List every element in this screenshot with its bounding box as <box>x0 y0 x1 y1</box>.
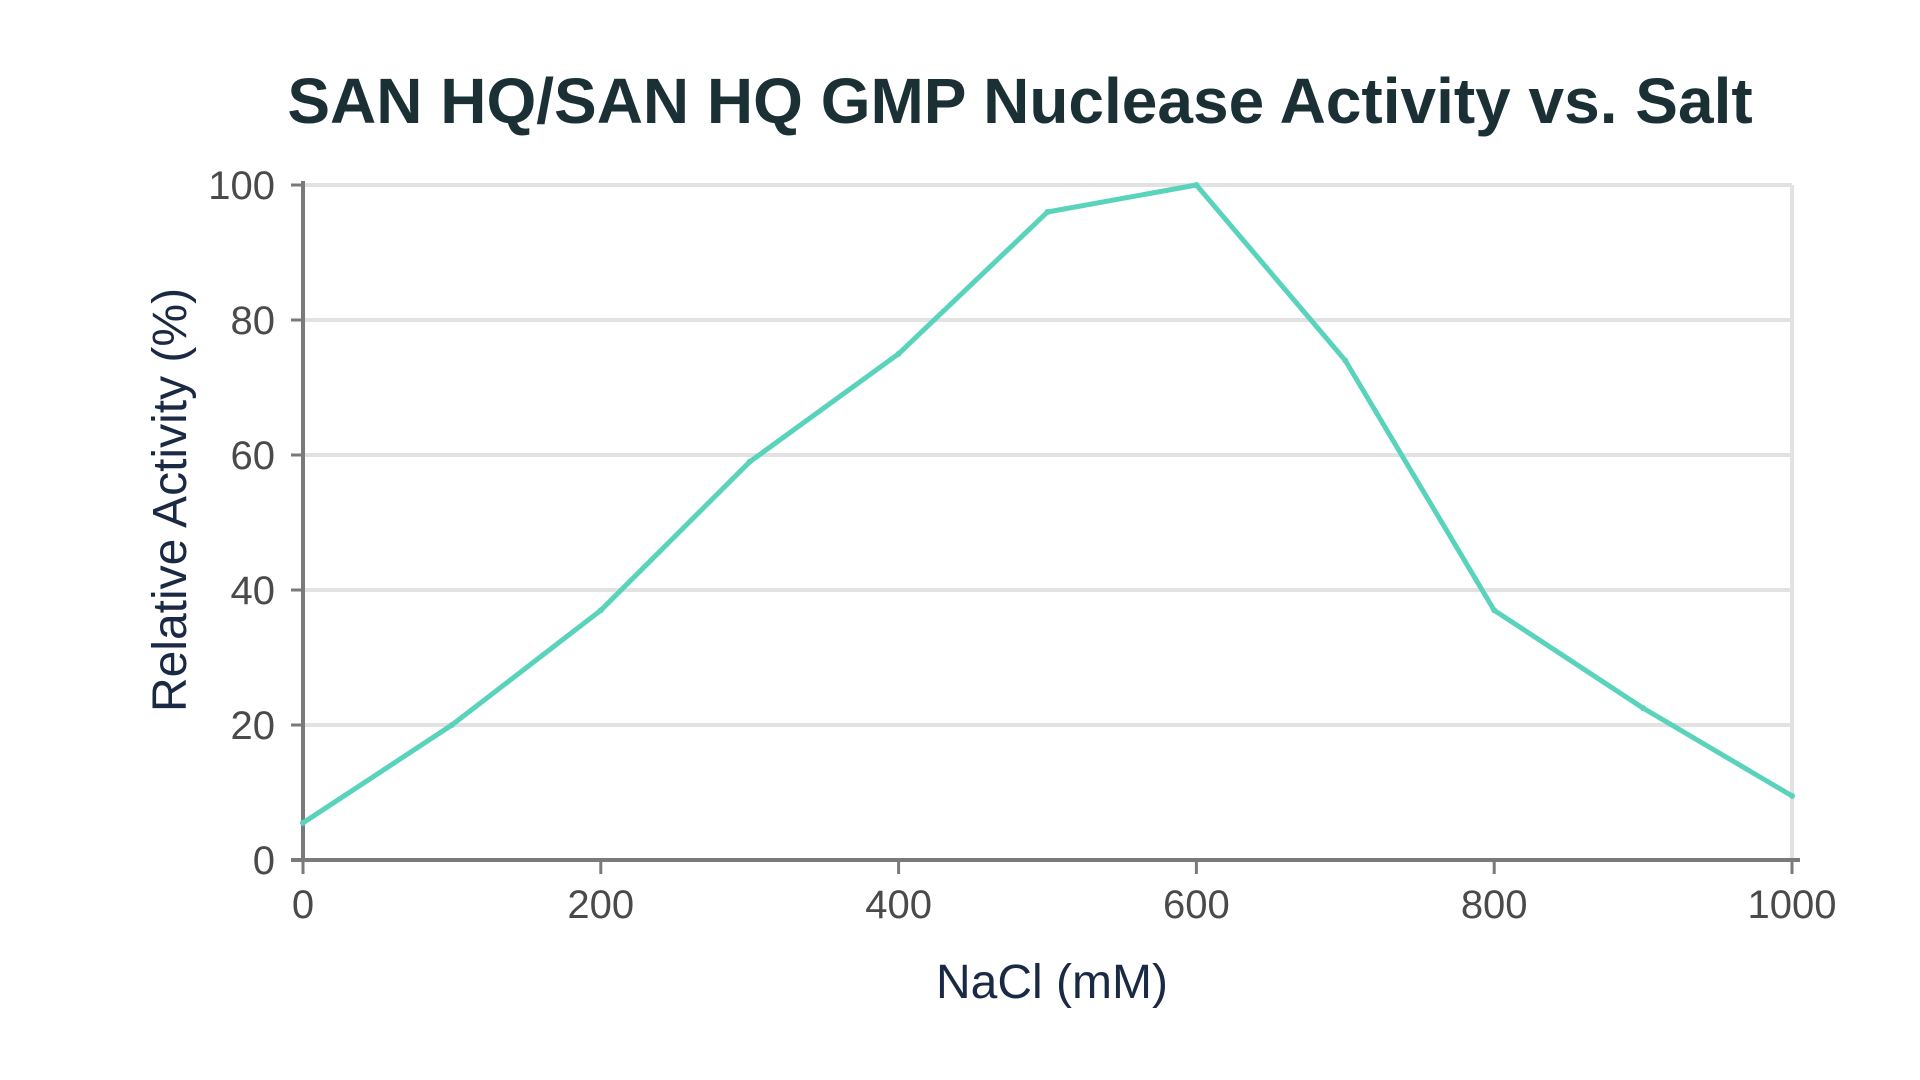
data-point <box>1193 182 1200 188</box>
y-tick-label: 20 <box>231 704 276 748</box>
y-tick-label: 0 <box>253 839 275 883</box>
series <box>300 182 1795 826</box>
data-point <box>1789 792 1795 799</box>
x-tick-label: 800 <box>1461 883 1528 927</box>
data-point <box>1491 607 1498 614</box>
x-tick-label: 1000 <box>1748 883 1837 927</box>
x-tick-label: 600 <box>1163 883 1230 927</box>
data-point <box>448 722 455 728</box>
series-line <box>300 182 1795 826</box>
data-point <box>746 458 753 465</box>
y-tick-label: 80 <box>231 299 276 343</box>
data-point <box>895 350 902 357</box>
x-tick-label: 0 <box>292 883 314 927</box>
y-axis-title: Relative Activity (%) <box>144 288 197 712</box>
data-point <box>300 819 306 826</box>
y-tick-label: 60 <box>231 434 276 478</box>
y-tick-label: 100 <box>208 164 275 208</box>
x-tick-label: 400 <box>865 883 932 927</box>
grid-lines <box>303 183 1794 860</box>
y-tick-label: 40 <box>231 569 276 613</box>
x-axis-title: NaCl (mM) <box>936 956 1168 1009</box>
x-tick-label: 200 <box>567 883 634 927</box>
data-point <box>1640 705 1647 712</box>
data-point <box>1342 357 1349 364</box>
axes <box>291 181 1800 874</box>
chart-title: SAN HQ/SAN HQ GMP Nuclease Activity vs. … <box>287 65 1752 137</box>
data-point <box>1044 209 1051 215</box>
data-point <box>597 607 604 614</box>
